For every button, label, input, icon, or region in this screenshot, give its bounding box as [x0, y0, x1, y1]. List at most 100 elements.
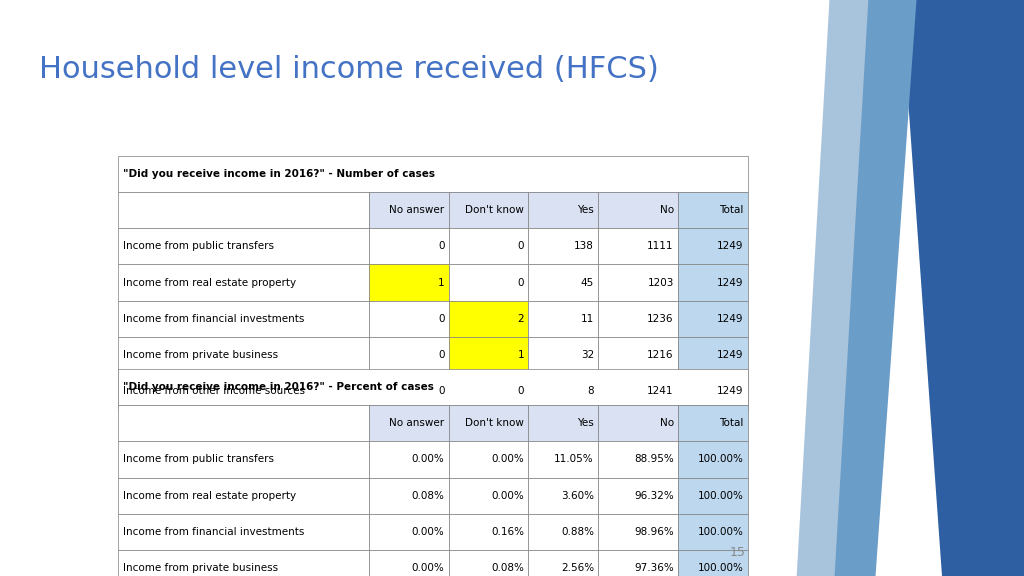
Text: 3.60%: 3.60% — [561, 491, 594, 501]
Bar — [118, 301, 369, 337]
Bar — [118, 478, 369, 514]
Bar — [528, 478, 598, 514]
Text: 0: 0 — [438, 386, 444, 396]
Bar — [528, 373, 598, 410]
Text: 1111: 1111 — [647, 241, 674, 251]
Text: 1249: 1249 — [717, 350, 743, 360]
Bar — [118, 156, 748, 192]
Bar — [118, 369, 748, 405]
Text: 98.96%: 98.96% — [634, 527, 674, 537]
Bar — [678, 192, 748, 228]
Text: Income from private business: Income from private business — [123, 350, 278, 360]
Bar — [598, 337, 678, 373]
Bar — [449, 192, 528, 228]
Text: 1203: 1203 — [647, 278, 674, 287]
Text: 0: 0 — [438, 350, 444, 360]
Bar — [449, 550, 528, 576]
Text: Total: Total — [719, 205, 743, 215]
Text: "Did you receive income in 2016?" - Number of cases: "Did you receive income in 2016?" - Numb… — [123, 169, 435, 179]
Text: 100.00%: 100.00% — [697, 527, 743, 537]
Bar — [449, 441, 528, 478]
Bar — [598, 301, 678, 337]
Text: Income from other income sources: Income from other income sources — [123, 386, 305, 396]
Text: 11: 11 — [581, 314, 594, 324]
Bar — [528, 192, 598, 228]
Bar — [449, 337, 528, 373]
Text: 2: 2 — [518, 314, 524, 324]
Bar — [118, 550, 369, 576]
Bar — [118, 441, 369, 478]
Bar — [598, 405, 678, 441]
Polygon shape — [901, 0, 1024, 576]
Bar — [369, 228, 449, 264]
Text: Yes: Yes — [578, 418, 594, 428]
Text: Income from real estate property: Income from real estate property — [123, 278, 296, 287]
Text: 100.00%: 100.00% — [697, 491, 743, 501]
Bar — [369, 550, 449, 576]
Bar — [369, 478, 449, 514]
Text: 100.00%: 100.00% — [697, 454, 743, 464]
Bar — [528, 405, 598, 441]
Text: 0: 0 — [518, 241, 524, 251]
Text: 0: 0 — [518, 386, 524, 396]
Text: Income from private business: Income from private business — [123, 563, 278, 573]
Bar — [449, 478, 528, 514]
Bar — [369, 373, 449, 410]
Text: 1249: 1249 — [717, 386, 743, 396]
Bar — [678, 550, 748, 576]
Bar — [678, 373, 748, 410]
Bar — [528, 337, 598, 373]
Text: Income from financial investments: Income from financial investments — [123, 527, 304, 537]
Bar — [678, 514, 748, 550]
Bar — [598, 514, 678, 550]
Text: 32: 32 — [581, 350, 594, 360]
Bar — [598, 550, 678, 576]
Bar — [449, 373, 528, 410]
Text: 1216: 1216 — [647, 350, 674, 360]
Text: 1249: 1249 — [717, 314, 743, 324]
Text: 100.00%: 100.00% — [697, 563, 743, 573]
Text: No: No — [659, 418, 674, 428]
Bar — [369, 405, 449, 441]
Bar — [598, 441, 678, 478]
Bar — [449, 405, 528, 441]
Text: 1249: 1249 — [717, 241, 743, 251]
Bar — [678, 337, 748, 373]
Text: 1: 1 — [518, 350, 524, 360]
Text: 138: 138 — [574, 241, 594, 251]
Bar — [369, 514, 449, 550]
Text: 0: 0 — [438, 314, 444, 324]
Bar — [118, 264, 369, 301]
Bar — [528, 550, 598, 576]
Text: No answer: No answer — [389, 205, 444, 215]
Bar — [678, 405, 748, 441]
Text: 0: 0 — [438, 241, 444, 251]
Bar — [118, 337, 369, 373]
Text: 0.08%: 0.08% — [412, 491, 444, 501]
Bar — [449, 514, 528, 550]
Bar — [118, 228, 369, 264]
Bar — [598, 373, 678, 410]
Bar — [369, 192, 449, 228]
Text: 0: 0 — [518, 278, 524, 287]
Text: Yes: Yes — [578, 205, 594, 215]
Text: 1241: 1241 — [647, 386, 674, 396]
Text: No: No — [659, 205, 674, 215]
Bar — [369, 337, 449, 373]
Text: 0.00%: 0.00% — [412, 527, 444, 537]
Text: "Did you receive income in 2016?" - Percent of cases: "Did you receive income in 2016?" - Perc… — [123, 382, 434, 392]
Bar — [678, 441, 748, 478]
Text: Total: Total — [719, 418, 743, 428]
Text: Don't know: Don't know — [466, 205, 524, 215]
Bar — [528, 514, 598, 550]
Bar — [678, 264, 748, 301]
Bar — [118, 192, 369, 228]
Bar — [598, 192, 678, 228]
Text: 8: 8 — [588, 386, 594, 396]
Text: 88.95%: 88.95% — [634, 454, 674, 464]
Bar — [118, 405, 369, 441]
Text: 1249: 1249 — [717, 278, 743, 287]
Text: No answer: No answer — [389, 418, 444, 428]
Bar — [528, 228, 598, 264]
Bar — [528, 264, 598, 301]
